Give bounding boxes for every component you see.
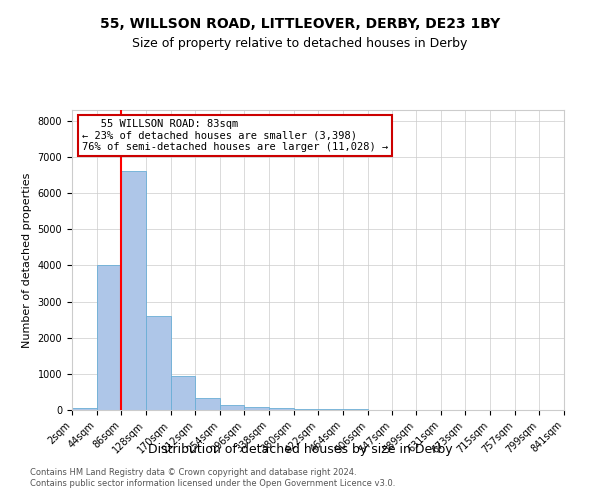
- Bar: [146, 316, 170, 410]
- Bar: [170, 376, 195, 410]
- Bar: [244, 407, 269, 410]
- Text: 55, WILLSON ROAD, LITTLEOVER, DERBY, DE23 1BY: 55, WILLSON ROAD, LITTLEOVER, DERBY, DE2…: [100, 18, 500, 32]
- Bar: [293, 409, 318, 410]
- Bar: [72, 408, 97, 410]
- Bar: [220, 404, 244, 410]
- Bar: [97, 266, 121, 410]
- Bar: [121, 172, 146, 410]
- Bar: [269, 408, 293, 410]
- Text: Distribution of detached houses by size in Derby: Distribution of detached houses by size …: [148, 442, 452, 456]
- Text: Contains HM Land Registry data © Crown copyright and database right 2024.
Contai: Contains HM Land Registry data © Crown c…: [30, 468, 395, 487]
- Text: 55 WILLSON ROAD: 83sqm
← 23% of detached houses are smaller (3,398)
76% of semi-: 55 WILLSON ROAD: 83sqm ← 23% of detached…: [82, 119, 388, 152]
- Bar: [195, 398, 220, 410]
- Text: Size of property relative to detached houses in Derby: Size of property relative to detached ho…: [133, 38, 467, 51]
- Y-axis label: Number of detached properties: Number of detached properties: [22, 172, 32, 348]
